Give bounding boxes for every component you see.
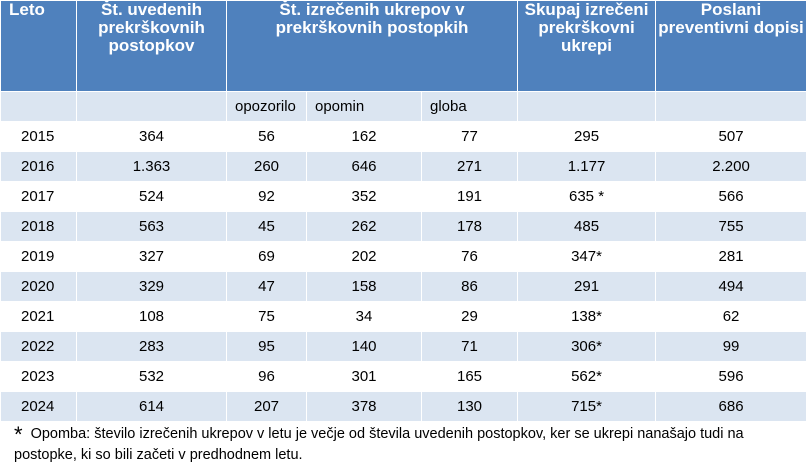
cell-leto: 2018 <box>0 211 77 242</box>
cell-opozorilo: 56 <box>226 121 307 152</box>
cell-skupaj: 291 <box>517 271 657 302</box>
cell-globa: 178 <box>420 211 519 242</box>
table-row: 2018 563 45 262 178 485 755 <box>0 211 806 242</box>
table-row: 2017 524 92 352 191 635 * 566 <box>0 181 806 212</box>
cell-opozorilo: 75 <box>226 301 307 332</box>
cell-globa: 77 <box>420 121 519 152</box>
cell-opozorilo: 207 <box>226 391 307 422</box>
cell-poslani: 62 <box>655 301 806 332</box>
cell-opomin: 140 <box>306 331 422 362</box>
cell-opozorilo: 95 <box>226 331 307 362</box>
subheader-opozorilo: opozorilo <box>226 91 307 122</box>
cell-skupaj: 715* <box>517 391 657 422</box>
cell-uvedeni: 108 <box>76 301 227 332</box>
cell-opozorilo: 45 <box>226 211 307 242</box>
table-row: 2015 364 56 162 77 295 507 <box>0 121 806 152</box>
cell-poslani: 281 <box>655 241 806 272</box>
cell-skupaj: 306* <box>517 331 657 362</box>
table-row: 2024 614 207 378 130 715* 686 <box>0 391 806 422</box>
table-row: 2016 1.363 260 646 271 1.177 2.200 <box>0 151 806 182</box>
footnote-text: Opomba: število izrečenih ukrepov v letu… <box>14 426 744 463</box>
cell-globa: 71 <box>420 331 519 362</box>
cell-opomin: 301 <box>306 361 422 392</box>
cell-skupaj: 485 <box>517 211 657 242</box>
cell-poslani: 755 <box>655 211 806 242</box>
cell-globa: 165 <box>420 361 519 392</box>
cell-globa: 271 <box>420 151 519 182</box>
cell-skupaj: 138* <box>517 301 657 332</box>
cell-poslani: 2.200 <box>655 151 806 182</box>
cell-leto: 2021 <box>0 301 77 332</box>
subheader-globa: globa <box>420 91 519 122</box>
cell-leto: 2017 <box>0 181 77 212</box>
cell-opomin: 646 <box>306 151 422 182</box>
footnote-marker: * <box>14 422 23 447</box>
header-izreceni-group: Št. izrečenih ukrepov v prekrškovnih pos… <box>225 0 519 92</box>
cell-skupaj: 347* <box>517 241 657 272</box>
cell-skupaj: 635 * <box>517 181 657 212</box>
cell-leto: 2024 <box>0 391 77 422</box>
cell-uvedeni: 614 <box>76 391 227 422</box>
cell-opomin: 352 <box>306 181 422 212</box>
cell-uvedeni: 524 <box>76 181 227 212</box>
cell-opozorilo: 69 <box>226 241 307 272</box>
cell-leto: 2015 <box>0 121 77 152</box>
cell-leto: 2016 <box>0 151 77 182</box>
cell-uvedeni: 283 <box>76 331 227 362</box>
cell-poslani: 566 <box>655 181 806 212</box>
cell-opomin: 34 <box>306 301 422 332</box>
subheader-opomin: opomin <box>306 91 422 122</box>
cell-skupaj: 562* <box>517 361 657 392</box>
cell-globa: 191 <box>420 181 519 212</box>
cell-globa: 76 <box>420 241 519 272</box>
table-row: 2020 329 47 158 86 291 494 <box>0 271 806 302</box>
subheader-empty-cell <box>0 91 77 122</box>
cell-uvedeni: 563 <box>76 211 227 242</box>
cell-poslani: 686 <box>655 391 806 422</box>
cell-opomin: 162 <box>306 121 422 152</box>
table-row: 2019 327 69 202 76 347* 281 <box>0 241 806 272</box>
cell-globa: 130 <box>420 391 519 422</box>
cell-poslani: 507 <box>655 121 806 152</box>
header-poslani: Poslani preventivni dopisi <box>655 0 806 92</box>
cell-opozorilo: 96 <box>226 361 307 392</box>
cell-leto: 2022 <box>0 331 77 362</box>
subheader-empty-cell <box>655 91 806 122</box>
cell-opozorilo: 92 <box>226 181 307 212</box>
header-skupaj: Skupaj izrečeni prekrškovni ukrepi <box>517 0 657 92</box>
cell-globa: 86 <box>420 271 519 302</box>
cell-opomin: 158 <box>306 271 422 302</box>
statistics-table: Leto Št. uvedenih prekrškovnih postopkov… <box>0 0 806 422</box>
cell-uvedeni: 532 <box>76 361 227 392</box>
cell-uvedeni: 327 <box>76 241 227 272</box>
cell-leto: 2020 <box>0 271 77 302</box>
cell-leto: 2019 <box>0 241 77 272</box>
cell-opozorilo: 47 <box>226 271 307 302</box>
cell-opomin: 262 <box>306 211 422 242</box>
cell-opozorilo: 260 <box>226 151 307 182</box>
cell-poslani: 494 <box>655 271 806 302</box>
cell-uvedeni: 1.363 <box>76 151 227 182</box>
cell-skupaj: 295 <box>517 121 657 152</box>
subheader-empty-cell <box>517 91 657 122</box>
header-uvedeni: Št. uvedenih prekrškovnih postopkov <box>76 0 227 92</box>
table-row: 2023 532 96 301 165 562* 596 <box>0 361 806 392</box>
header-leto: Leto <box>0 0 77 92</box>
cell-poslani: 99 <box>655 331 806 362</box>
table-row: 2021 108 75 34 29 138* 62 <box>0 301 806 332</box>
subheader-row: opozorilo opomin globa <box>0 91 806 122</box>
table-row: 2022 283 95 140 71 306* 99 <box>0 331 806 362</box>
cell-uvedeni: 364 <box>76 121 227 152</box>
cell-poslani: 596 <box>655 361 806 392</box>
cell-skupaj: 1.177 <box>517 151 657 182</box>
subheader-empty-cell <box>76 91 227 122</box>
cell-opomin: 202 <box>306 241 422 272</box>
footnote: * Opomba: število izrečenih ukrepov v let… <box>14 424 804 465</box>
cell-leto: 2023 <box>0 361 77 392</box>
cell-opomin: 378 <box>306 391 422 422</box>
cell-uvedeni: 329 <box>76 271 227 302</box>
table-body: 2015 364 56 162 77 295 507 2016 1.363 260 646 271 1.… <box>0 121 806 422</box>
cell-globa: 29 <box>420 301 519 332</box>
